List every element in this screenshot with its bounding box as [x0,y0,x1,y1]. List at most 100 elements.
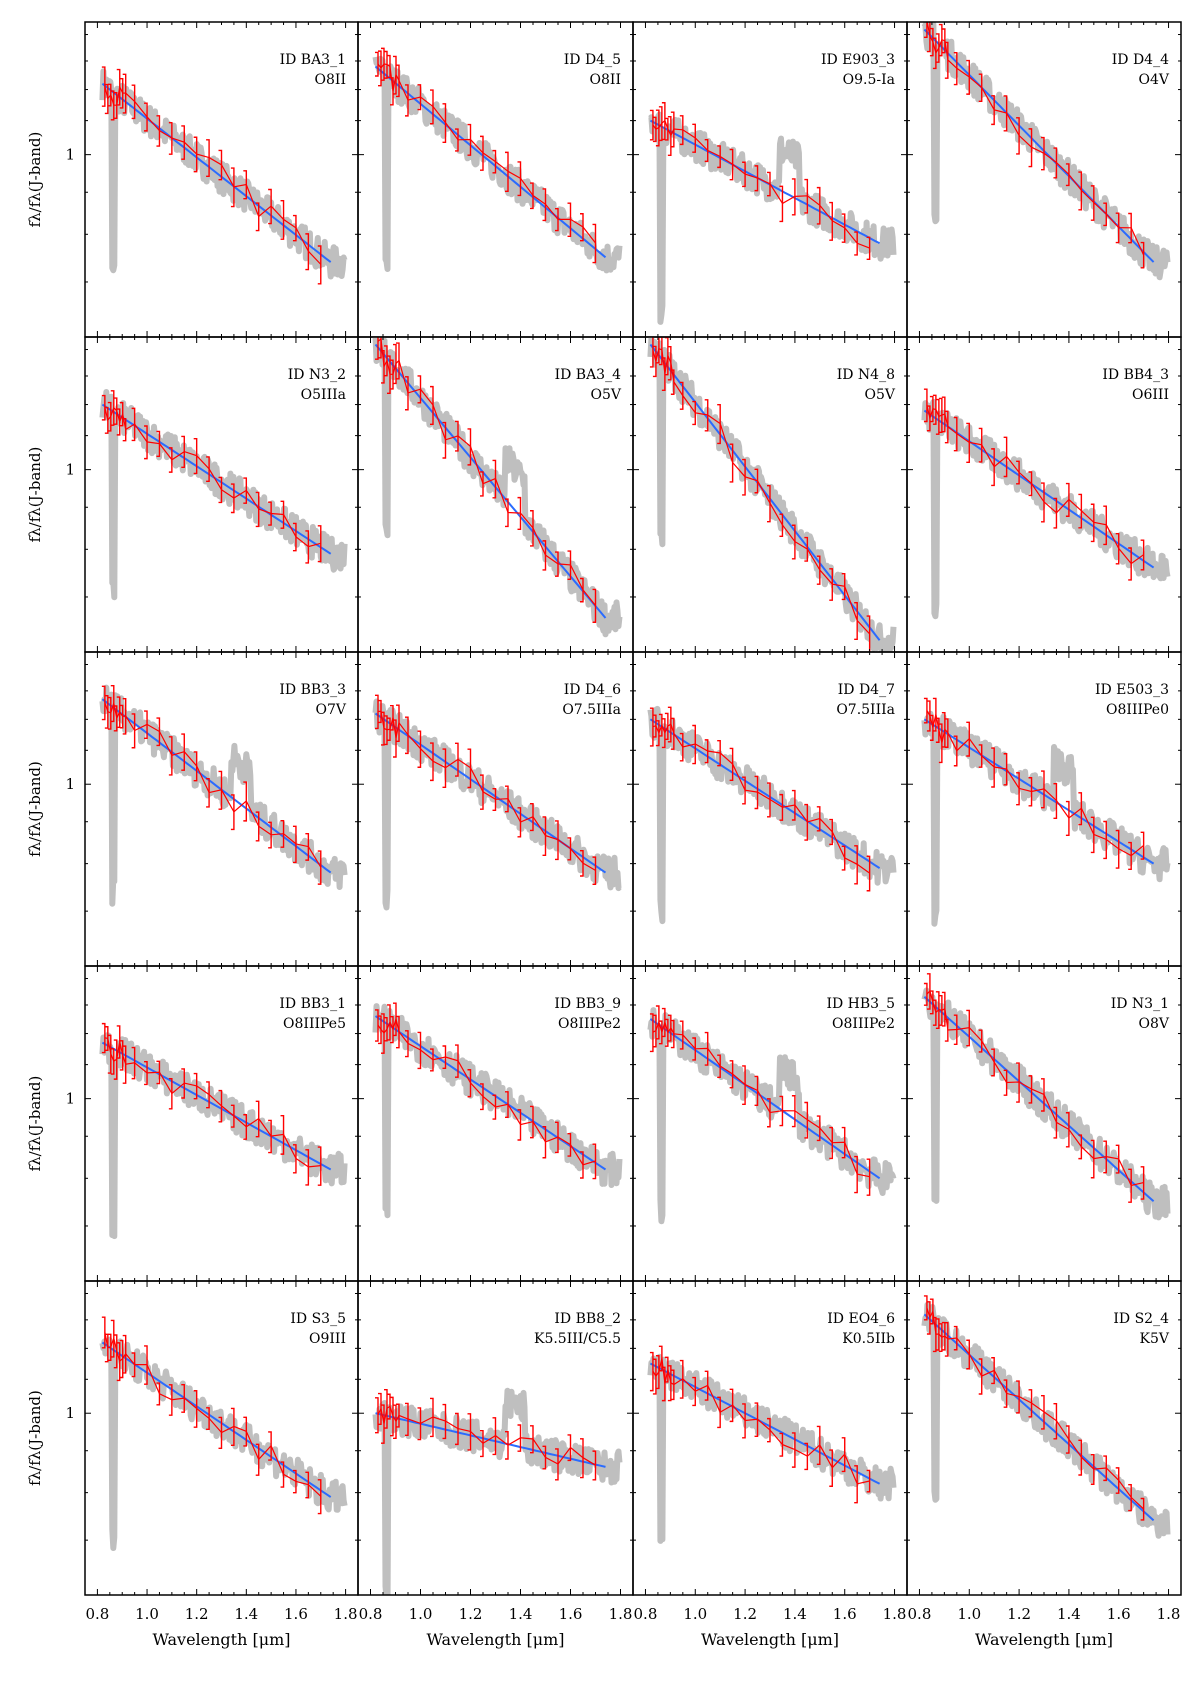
panel-11: ID D4_7 O7.5IIIa [632,651,908,967]
panel-10-template-spectrum [372,698,622,911]
panel-18-x-tick-label: 1.0 [409,1605,433,1623]
panel-17-type-label: O9III [309,1331,346,1347]
panel-17-model-fit [101,1341,332,1498]
panel-4-error-bar [1140,241,1145,269]
panel-12-ticks [907,652,1181,967]
panel-9-y-tick-label: 1 [65,775,75,793]
panel-16-id-label: ID N3_1 [1111,996,1169,1012]
panel-20-x-tick-label: 1.2 [1007,1605,1031,1623]
panel-3-template-spectrum [648,111,897,325]
panel-13-y-axis-title: fλ/fλ(J-band) [26,1076,44,1172]
panel-5-model-fit [101,403,332,555]
panel-19-id-label: ID EO4_6 [827,1311,895,1327]
panel-9-template-spectrum [99,684,348,907]
panel-4-ticks [907,22,1181,338]
panel-1-model-fit [101,82,332,263]
panel-8-id-label: ID BB4_3 [1102,367,1169,383]
panel-20-template-spectrum [921,1301,1171,1539]
panel-18-x-tick-label: 1.4 [509,1605,533,1623]
panel-18-x-tick-label: 1.6 [559,1605,583,1623]
panel-19-x-axis-title: Wavelength [μm] [701,1630,839,1649]
panel-16: ID N3_1 O8V [906,965,1182,1282]
panel-9-error-bar [317,850,322,885]
panel-5: ID N3_2 O5IIIa 1 fλ/fλ(J-band) [26,336,359,653]
panel-13: ID BB3_1 O8IIIPe5 1 fλ/fλ(J-band) [26,965,359,1282]
panel-1-y-axis-title: fλ/fλ(J-band) [26,132,44,228]
panel-2-type-label: O8II [590,72,621,88]
panel-17-error-bar [317,1479,322,1515]
panel-8: ID BB4_3 O6III [906,336,1182,653]
panel-19-model-fit [649,1362,881,1485]
panel-11-error-bar [866,855,871,892]
panel-9-observed-line [104,702,322,868]
panel-4: ID D4_4 O4V [906,21,1182,338]
panel-15-error-bar [866,1158,871,1196]
panel-20-type-label: K5V [1140,1331,1170,1347]
panel-20-x-tick-label: 1.6 [1107,1605,1131,1623]
panel-6: ID BA3_4 O5V [357,336,634,653]
panel-18-id-label: ID BB8_2 [554,1311,621,1327]
panel-7-error-bar [866,615,871,652]
panel-15-id-label: ID HB3_5 [826,996,895,1012]
panel-17-y-tick-label: 1 [65,1404,75,1422]
panel-10-observed-line [377,710,596,871]
panel-17-y-axis-title: fλ/fλ(J-band) [26,1390,44,1486]
panel-13-template-spectrum [99,1032,348,1240]
panel-10: ID D4_6 O7.5IIIa [357,651,634,967]
panel-17-x-tick-label: 1.2 [185,1605,209,1623]
panel-7: ID N4_8 O5V [632,336,908,653]
panel-7-plot-area [647,337,897,652]
panel-12-error-bar [1065,800,1070,836]
panel-3-observed-line [652,119,870,249]
panel-16-ticks [907,966,1181,1282]
panel-12-error-bar [938,723,943,764]
panel-6-ticks [358,337,633,653]
panel-18-x-tick-label: 1.8 [609,1605,633,1623]
panel-6-type-label: O5V [591,387,622,403]
panel-3: ID E903_3 O9.5-Ia [632,21,908,338]
panel-13-id-label: ID BB3_1 [279,996,346,1012]
panel-18-model-fit [375,1412,606,1468]
panel-20-error-bar [1140,1497,1145,1521]
panel-20-x-tick-label: 1.0 [957,1605,981,1623]
panel-19-observed-line [652,1358,870,1485]
panel-3-id-label: ID E903_3 [821,52,895,68]
panel-18-error-bar [375,1397,379,1434]
panel-16-error-bar [923,982,928,1006]
panel-16-observed-line [926,989,1144,1187]
panel-11-model-fit [649,718,881,869]
panel-14: ID BB3_9 O8IIIPe2 [357,965,634,1282]
panel-18-x-tick-label: 0.8 [359,1605,383,1623]
panel-18-x-axis-title: Wavelength [μm] [426,1630,564,1649]
panel-2-observed-line [377,63,596,244]
panel-20-model-fit [923,1313,1155,1522]
panel-14-observed-line [377,1016,596,1166]
panel-8-observed-line [926,404,1144,565]
panel-12: ID E503_3 O8IIIPe0 [906,651,1182,967]
panel-14-template-spectrum [372,1003,623,1219]
panel-1-observed-line [104,84,322,265]
panel-1-type-label: O8II [315,72,346,88]
panel-19-template-spectrum [647,1353,897,1544]
panel-12-plot-area [921,697,1171,927]
panel-15-model-fit [649,1018,881,1180]
panel-14-frame [357,965,634,1282]
panel-14-plot-area [372,1002,623,1219]
panel-9-id-label: ID BB3_3 [279,682,346,698]
panel-5-plot-area [99,389,348,601]
panel-1-plot-area [99,66,348,285]
panel-5-y-axis-title: fλ/fλ(J-band) [26,447,44,543]
panel-13-ticks [85,966,358,1282]
panel-10-error-bar [375,694,379,730]
panel-20: ID S2_4 K5V 0.8 1.0 1.2 1.4 1.6 1.8 Wavelength [… [906,1280,1182,1649]
panel-4-type-label: O4V [1139,72,1170,88]
panel-17-ticks [85,1281,358,1596]
panel-2-error-bar [592,223,597,264]
panel-2-id-label: ID D4_5 [564,52,621,68]
panel-20-x-axis-title: Wavelength [μm] [975,1630,1113,1649]
panel-20-id-label: ID S2_4 [1113,1311,1169,1327]
panel-6-error-bar [592,588,597,623]
panel-15: ID HB3_5 O8IIIPe2 [632,965,908,1282]
panel-18-x-tick-label: 1.2 [459,1605,483,1623]
panel-4-error-bar [923,22,928,39]
